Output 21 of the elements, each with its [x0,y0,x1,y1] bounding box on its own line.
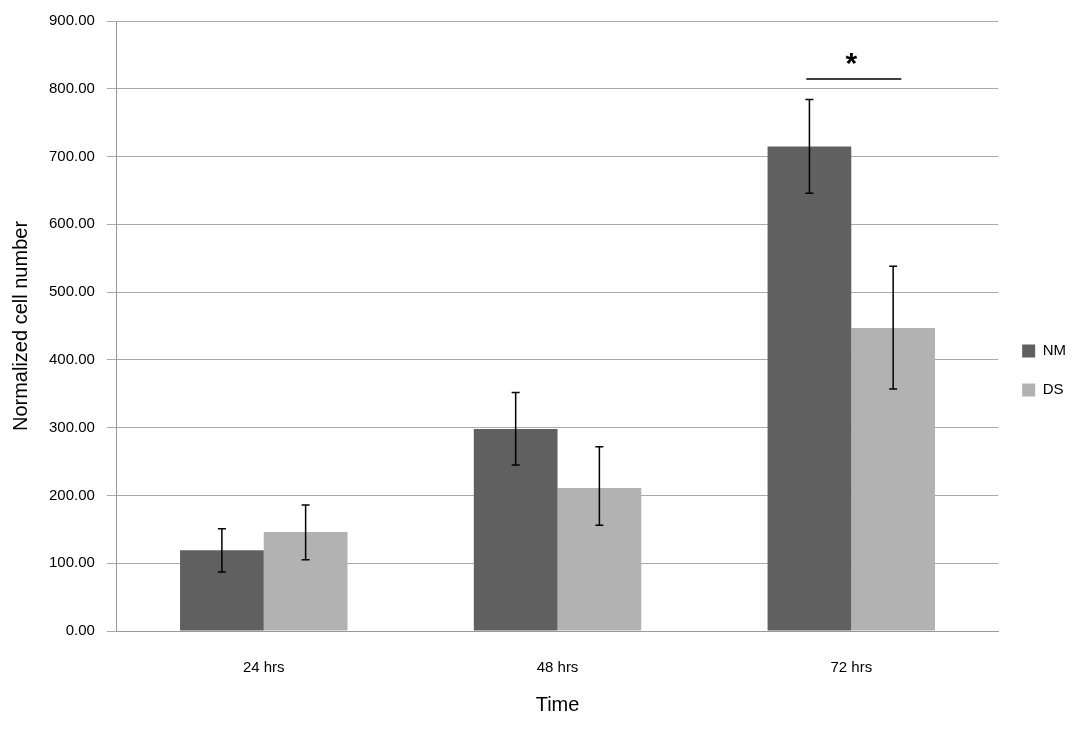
y-tick-label: 200.00 [48,485,95,503]
x-tick-label: 48 hrs [536,658,579,676]
y-tick-label: 100.00 [48,553,95,571]
annotation: * [845,46,858,79]
bar [473,429,558,631]
y-axis-title: Normalized cell number [8,220,31,432]
bar [180,550,264,631]
y-tick-label: 300.00 [48,417,95,435]
x-tick-label: 72 hrs [830,658,873,676]
x-tick-label: 24 hrs [242,658,285,676]
y-tick-label: 600.00 [48,214,95,232]
y-tick-label: 400.00 [48,350,95,368]
legend-label: NM [1042,341,1066,359]
y-tick-label: 0.00 [65,621,95,639]
legend-label: DS [1042,380,1064,398]
y-tick-label: 900.00 [48,11,95,29]
y-tick-label: 500.00 [48,282,95,300]
x-axis-title: Time [535,692,580,715]
bar [767,146,852,631]
y-tick-label: 800.00 [48,78,95,96]
y-tick-label: 700.00 [48,146,95,164]
